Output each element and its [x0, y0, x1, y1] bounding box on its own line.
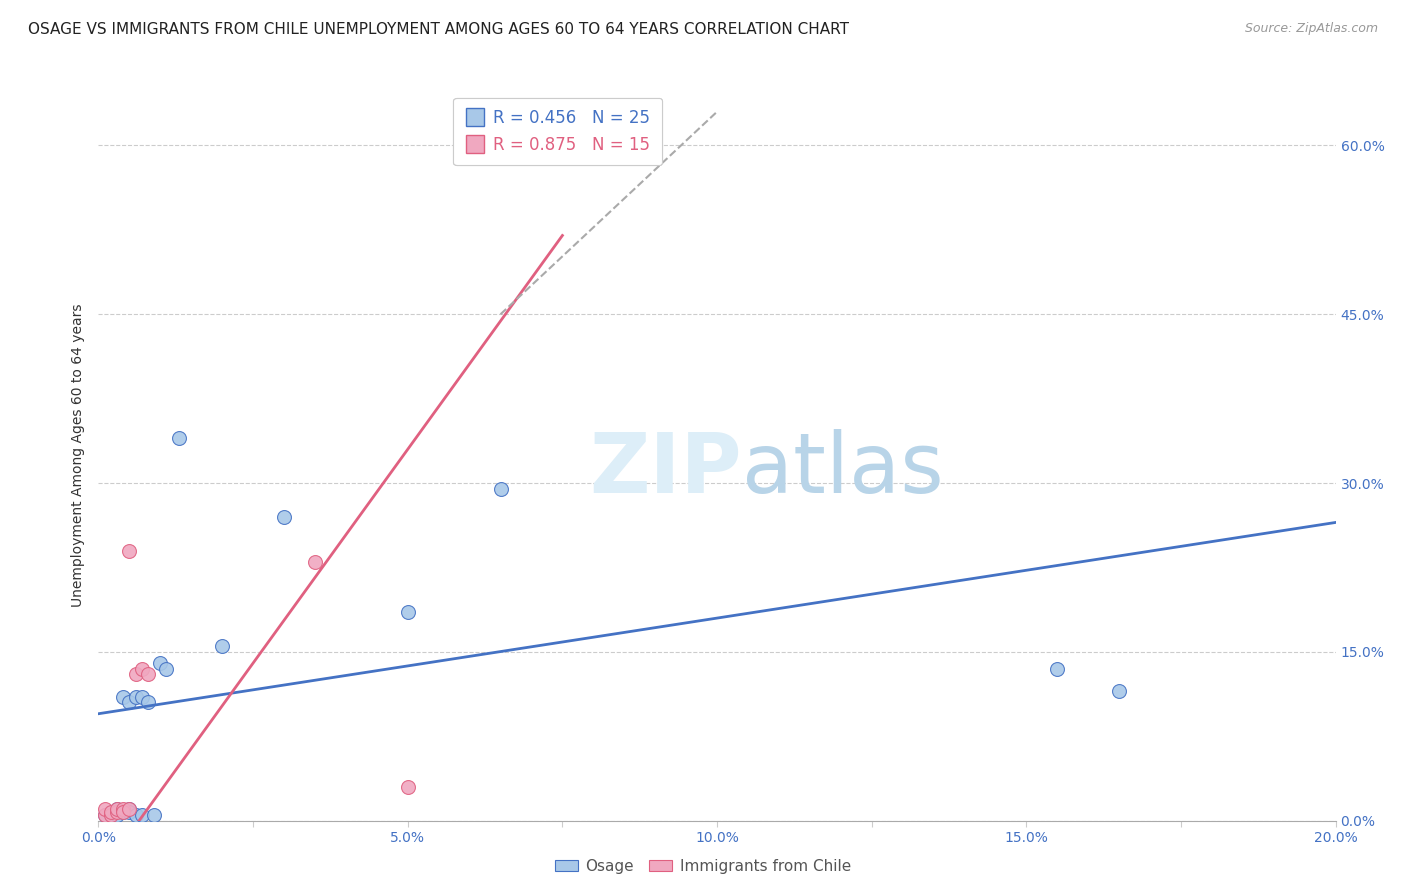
Point — [100, 805, 122, 819]
Point — [149, 656, 172, 670]
Point — [118, 805, 141, 819]
Point — [167, 431, 190, 445]
Point — [105, 805, 128, 819]
Point — [100, 808, 122, 822]
Point — [118, 543, 141, 558]
Point — [131, 662, 153, 676]
Point — [155, 662, 177, 676]
Point — [136, 667, 159, 681]
Point — [112, 805, 135, 819]
Point — [93, 808, 115, 822]
Point — [112, 802, 135, 816]
Point — [93, 802, 115, 816]
Point — [396, 606, 419, 620]
Point — [105, 802, 128, 816]
Text: ZIP: ZIP — [589, 429, 742, 510]
Point — [124, 808, 146, 822]
Point — [273, 509, 295, 524]
Point — [1108, 684, 1130, 698]
Point — [118, 802, 141, 816]
Point — [124, 667, 146, 681]
Point — [124, 690, 146, 704]
Y-axis label: Unemployment Among Ages 60 to 64 years: Unemployment Among Ages 60 to 64 years — [72, 303, 86, 607]
Text: Source: ZipAtlas.com: Source: ZipAtlas.com — [1244, 22, 1378, 36]
Point — [396, 780, 419, 794]
Point — [131, 690, 153, 704]
Text: atlas: atlas — [742, 429, 943, 510]
Point — [131, 808, 153, 822]
Point — [1046, 662, 1069, 676]
Point — [118, 696, 141, 710]
Point — [93, 808, 115, 822]
Legend: Osage, Immigrants from Chile: Osage, Immigrants from Chile — [548, 853, 858, 880]
Point — [100, 808, 122, 822]
Point — [136, 696, 159, 710]
Point — [112, 805, 135, 819]
Point — [105, 802, 128, 816]
Text: OSAGE VS IMMIGRANTS FROM CHILE UNEMPLOYMENT AMONG AGES 60 TO 64 YEARS CORRELATIO: OSAGE VS IMMIGRANTS FROM CHILE UNEMPLOYM… — [28, 22, 849, 37]
Point — [105, 808, 128, 822]
Point — [304, 555, 326, 569]
Point — [489, 482, 512, 496]
Legend: R = 0.456   N = 25, R = 0.875   N = 15: R = 0.456 N = 25, R = 0.875 N = 15 — [453, 97, 662, 165]
Point — [118, 802, 141, 816]
Point — [211, 639, 233, 653]
Point — [143, 808, 166, 822]
Point — [100, 805, 122, 819]
Point — [112, 690, 135, 704]
